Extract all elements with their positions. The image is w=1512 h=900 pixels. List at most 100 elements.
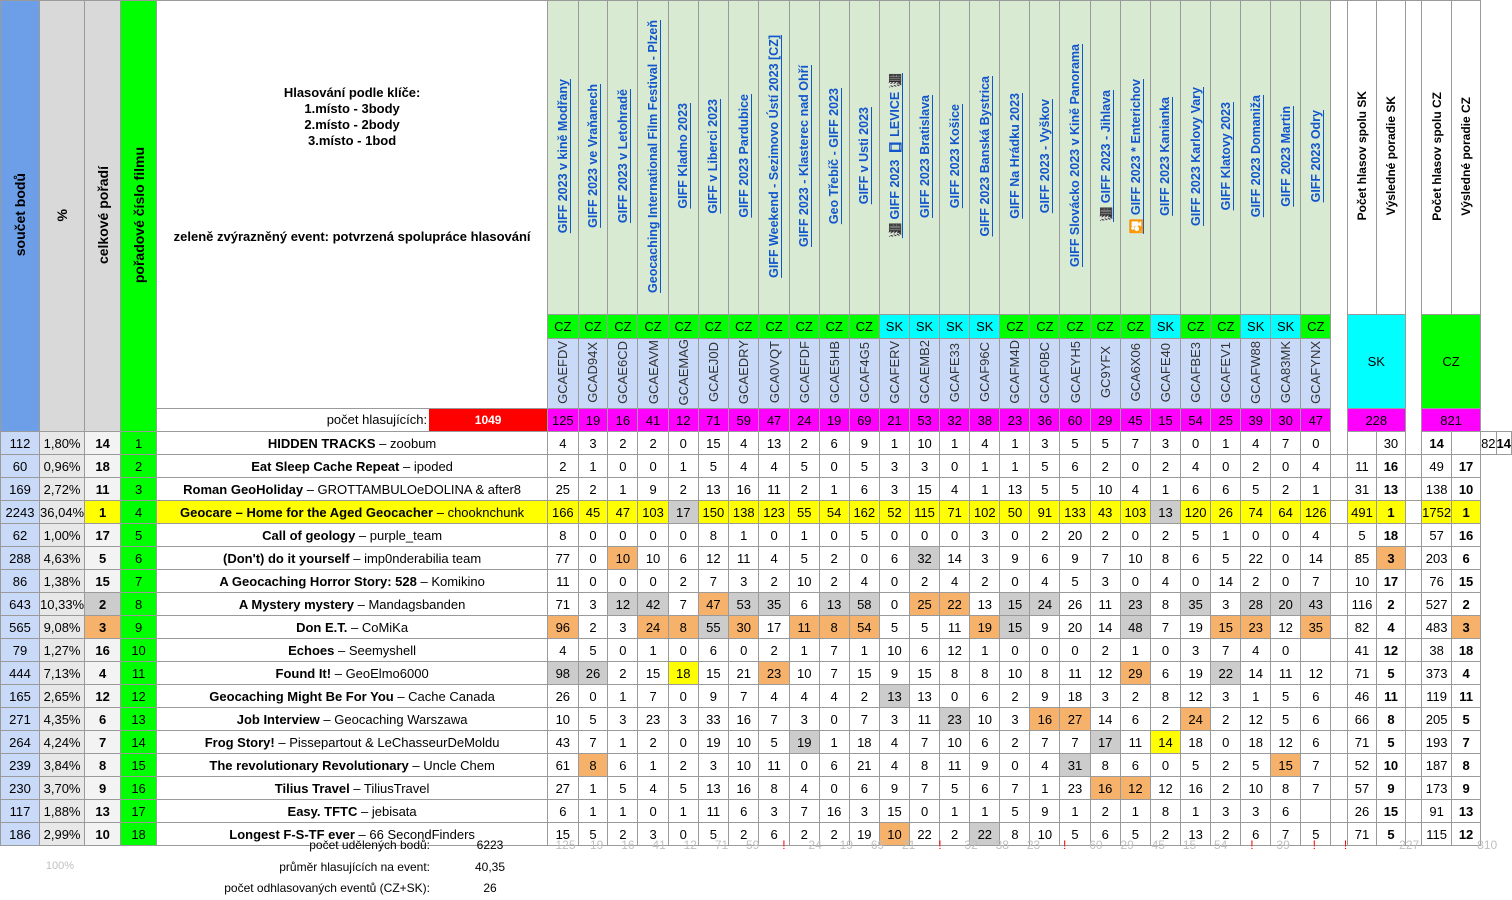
pct-total: 100% <box>45 860 75 872</box>
sk-rank: 16 <box>1376 454 1406 479</box>
vote-cell: 2 <box>1089 523 1121 548</box>
vote-cell: 5 <box>848 523 880 548</box>
event-link[interactable]: GIFF 2023 Pardubice <box>736 94 751 218</box>
sk-votes: 5 <box>1346 523 1378 548</box>
event-link[interactable]: 🎦 GIFF 2023 * Enterichov <box>1128 78 1143 234</box>
film-title: HIDDEN TRACKS <box>267 435 376 451</box>
vote-cell: 5 <box>607 776 639 801</box>
vote-cell: 0 <box>788 753 820 778</box>
event-link[interactable]: GIFF Weekend - Sezimovo Ústí 2023 [CZ] <box>767 34 782 278</box>
event-link[interactable]: GIFF v Liberci 2023 <box>706 98 721 214</box>
vote-cell: 7 <box>1300 776 1332 801</box>
event-link[interactable]: GIFF 2023 - Klasterec nad Ohří <box>797 64 812 247</box>
vote-cell: 6 <box>969 730 1001 755</box>
vote-cell: 0 <box>607 523 639 548</box>
event-header: Geo Třebíč - GIFF 2023 <box>818 0 850 315</box>
vote-cell: 4 <box>788 684 820 709</box>
event-header: GIFF 2023 v Letohradě <box>607 0 639 315</box>
vote-cell: 11 <box>547 569 579 594</box>
event-link[interactable]: Geocaching International Film Festival -… <box>646 19 661 293</box>
film-sum: 288 <box>0 546 41 571</box>
cz-votes: 57 <box>1421 523 1453 548</box>
event-link[interactable]: GIFF 2023 Košice <box>947 103 962 209</box>
vote-cell: 35 <box>758 592 790 617</box>
film-title-cell: Job Interview – Geocaching Warszawa <box>156 707 549 732</box>
event-code: GCA6X06 <box>1119 337 1152 410</box>
vote-cell: 133 <box>1059 500 1091 525</box>
vote-cell: 4 <box>637 776 669 801</box>
separator: – <box>334 642 349 658</box>
event-link[interactable]: GIFF 2023 Banská Bystrica <box>977 75 992 237</box>
event-link[interactable]: GIFF 2023 v Letohradě <box>615 88 630 224</box>
sk-rank: 8 <box>1376 707 1406 732</box>
event-link[interactable]: GIFF v Usti 2023 <box>857 107 872 205</box>
vote-cell: 2 <box>637 431 669 456</box>
event-link[interactable]: GIFF Slovácko 2023 v Kině Panorama <box>1068 44 1083 268</box>
vote-cell: 5 <box>908 615 941 640</box>
film-title-cell: Echoes – Seemyshell <box>156 638 549 663</box>
event-link[interactable]: GIFF 2023 Karlovy Vary <box>1188 86 1203 226</box>
vote-cell: 52 <box>878 500 910 525</box>
vote-cell: 4 <box>969 431 1001 456</box>
vote-cell: 0 <box>1119 454 1152 479</box>
film-pct: 1,00% <box>39 523 86 548</box>
vote-cell: 5 <box>1179 753 1212 778</box>
vote-cell: 1 <box>577 776 609 801</box>
vote-cell: 2 <box>547 454 579 479</box>
spacer <box>1330 776 1348 801</box>
vote-cell: 0 <box>1059 638 1091 663</box>
event-link[interactable]: GIFF 2023 Martin <box>1278 105 1293 207</box>
event-country: CZ <box>1059 314 1091 339</box>
vote-cell: 18 <box>1179 730 1212 755</box>
event-link[interactable]: GIFF 2023 v kině Modřany <box>555 78 570 234</box>
event-link[interactable]: GIFF 2023 Bratislava <box>917 94 932 218</box>
vote-cell: 3 <box>878 707 910 732</box>
cz-votes: 38 <box>1421 638 1453 663</box>
event-link[interactable]: GIFF 2023 Domaniža <box>1248 94 1263 218</box>
event-code: GCAEMB2 <box>908 337 941 410</box>
film-author: jebisata <box>371 803 417 819</box>
vote-cell: 3 <box>607 707 639 732</box>
event-country: CZ <box>848 314 880 339</box>
separator: – <box>354 826 370 842</box>
event-link[interactable]: GIFF 2023 Kanianka <box>1158 96 1173 216</box>
event-code: GCAEJ0D <box>697 337 730 410</box>
cz-rank-header-label: Výsledné poradie CZ <box>1459 96 1474 216</box>
film-title: Geocare – Home for the Aged Geocacher <box>179 504 434 520</box>
avg-voters-label: průměr hlasujících na event: <box>279 860 430 874</box>
event-link[interactable]: GIFF Kladno 2023 <box>676 103 691 209</box>
sk-group-label: SK <box>1346 313 1406 410</box>
film-rank: 1 <box>84 500 122 525</box>
spacer <box>1404 776 1423 801</box>
cz-votes: 82 <box>1480 431 1497 456</box>
sk-votes: 30 <box>1376 431 1406 456</box>
vote-cell: 14 <box>1150 730 1181 755</box>
event-link[interactable]: 🎬 GIFF 2023 - Jihlava <box>1098 90 1113 222</box>
vote-cell: 10 <box>728 730 760 755</box>
film-author: Cache Canada <box>408 688 495 704</box>
event-voters: 41 <box>637 408 669 433</box>
event-link[interactable]: GIFF Klatovy 2023 <box>1218 101 1233 211</box>
film-number: 10 <box>120 638 158 663</box>
event-voters: 71 <box>697 408 730 433</box>
film-pct: 2,65% <box>39 684 86 709</box>
vote-cell: 1 <box>878 431 910 456</box>
vote-cell: 4 <box>1240 638 1272 663</box>
event-link[interactable]: GIFF 2023 ve Vraňanech <box>585 84 600 228</box>
vote-cell: 103 <box>1119 500 1152 525</box>
event-link[interactable]: GIFF 2023 Odry <box>1308 109 1323 203</box>
vote-cell: 1 <box>667 454 699 479</box>
film-pct: 4,63% <box>39 546 86 571</box>
vote-cell: 77 <box>547 546 579 571</box>
event-link[interactable]: Geo Třebíč - GIFF 2023 <box>827 87 842 225</box>
vote-cell: 7 <box>848 707 880 732</box>
event-link[interactable]: GIFF 2023 - Vyškov <box>1037 98 1052 214</box>
vote-cell: 138 <box>728 500 760 525</box>
event-link[interactable]: GIFF Na Hrádku 2023 <box>1007 93 1022 219</box>
vote-cell: 13 <box>969 592 1001 617</box>
vote-cell: 2 <box>1210 776 1242 801</box>
event-link[interactable]: 🎬 GIFF 2023 🎞 LEVICE 🎬 <box>887 73 902 239</box>
vote-cell: 3 <box>667 707 699 732</box>
film-title: Frog Story! <box>204 734 275 750</box>
vote-cell: 22 <box>1240 546 1272 571</box>
